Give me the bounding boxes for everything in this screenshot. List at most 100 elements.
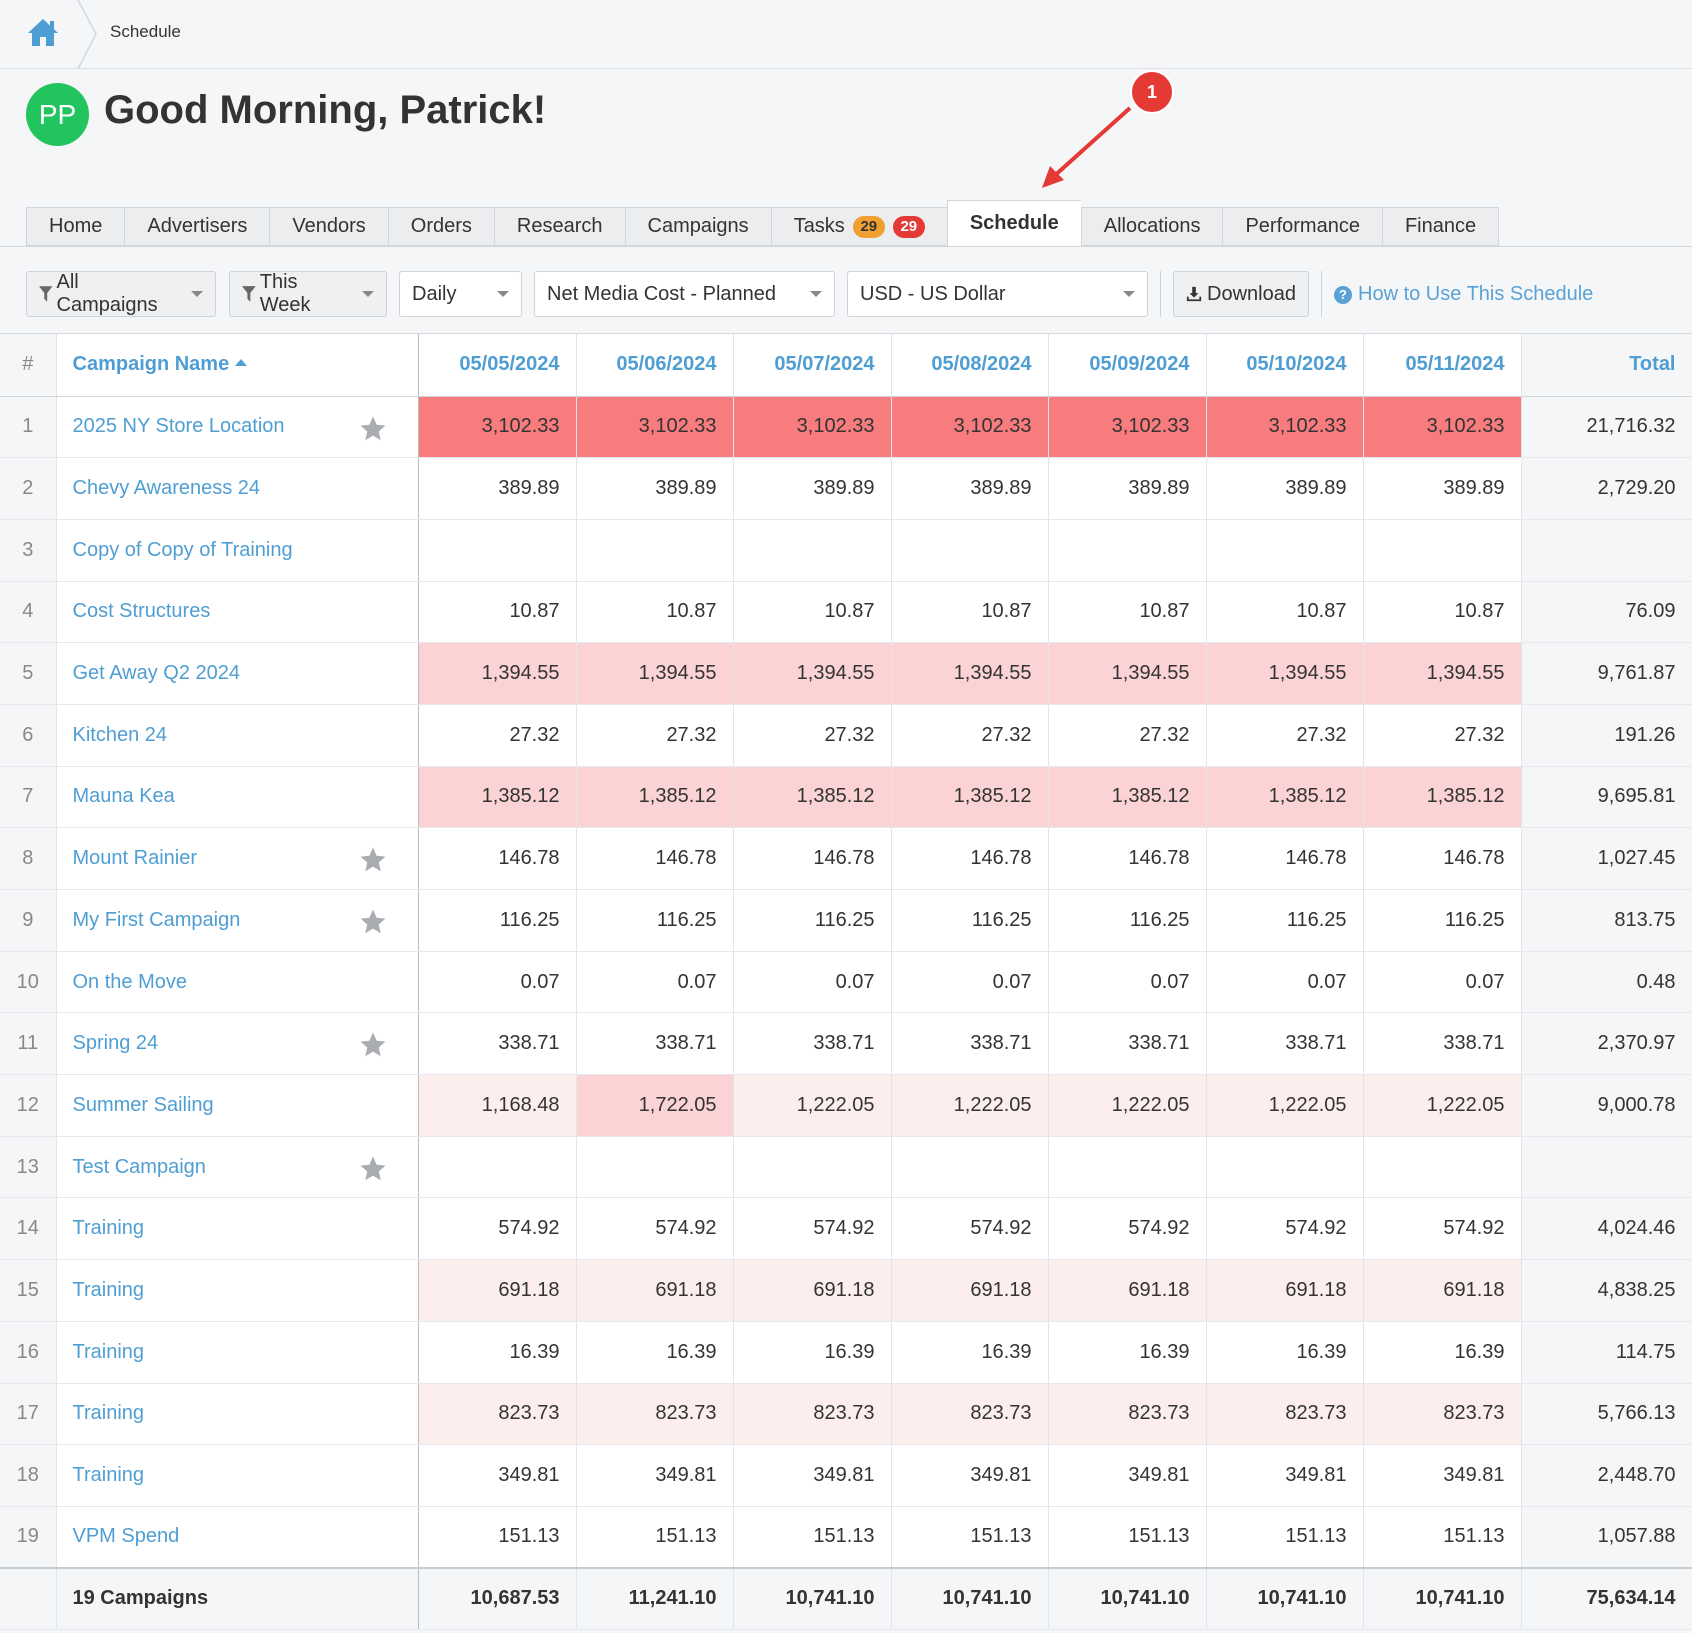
daily-value-cell[interactable]: 10.87: [1206, 581, 1364, 644]
daily-value-cell[interactable]: 1,222.05: [1363, 1074, 1522, 1137]
daily-value-cell[interactable]: 574.92: [1206, 1197, 1364, 1261]
column-header-date[interactable]: 05/07/2024: [733, 334, 892, 397]
metric-select[interactable]: Net Media Cost - Planned: [534, 271, 835, 317]
daily-value-cell[interactable]: 1,222.05: [733, 1074, 892, 1137]
daily-value-cell[interactable]: 3,102.33: [733, 396, 892, 459]
daily-value-cell[interactable]: 151.13: [733, 1506, 892, 1569]
daily-value-cell[interactable]: 574.92: [891, 1197, 1049, 1261]
daily-value-cell[interactable]: 691.18: [576, 1259, 734, 1322]
daily-value-cell[interactable]: 691.18: [418, 1259, 577, 1322]
tab-performance[interactable]: Performance: [1222, 207, 1382, 246]
tab-orders[interactable]: Orders: [387, 207, 494, 246]
daily-value-cell[interactable]: 1,394.55: [1206, 642, 1364, 705]
tab-allocations[interactable]: Allocations: [1080, 207, 1223, 246]
daily-value-cell[interactable]: [576, 1136, 734, 1199]
daily-value-cell[interactable]: 389.89: [418, 457, 577, 520]
daily-value-cell[interactable]: 691.18: [1206, 1259, 1364, 1322]
daily-value-cell[interactable]: 1,394.55: [418, 642, 577, 705]
daily-value-cell[interactable]: 0.07: [891, 951, 1049, 1014]
daily-value-cell[interactable]: [1363, 1136, 1522, 1199]
daily-value-cell[interactable]: 691.18: [1048, 1259, 1207, 1322]
campaign-link[interactable]: Mount Rainier: [72, 847, 198, 870]
daily-value-cell[interactable]: 27.32: [1048, 704, 1207, 767]
currency-select[interactable]: USD - US Dollar: [847, 271, 1148, 317]
daily-value-cell[interactable]: 16.39: [1363, 1321, 1522, 1384]
daily-value-cell[interactable]: 146.78: [1048, 827, 1207, 890]
daily-value-cell[interactable]: 349.81: [418, 1444, 577, 1507]
daily-value-cell[interactable]: 0.07: [1206, 951, 1364, 1014]
daily-value-cell[interactable]: 338.71: [1048, 1012, 1207, 1076]
daily-value-cell[interactable]: 16.39: [1206, 1321, 1364, 1384]
daily-value-cell[interactable]: 823.73: [733, 1383, 892, 1446]
daily-value-cell[interactable]: 3,102.33: [1206, 396, 1364, 459]
daily-value-cell[interactable]: 574.92: [418, 1197, 577, 1261]
daily-value-cell[interactable]: 574.92: [576, 1197, 734, 1261]
daily-value-cell[interactable]: 338.71: [576, 1012, 734, 1076]
daily-value-cell[interactable]: 151.13: [1363, 1506, 1522, 1569]
daily-value-cell[interactable]: 3,102.33: [418, 396, 577, 459]
daily-value-cell[interactable]: 1,385.12: [891, 766, 1049, 829]
campaign-link[interactable]: 2025 NY Store Location: [72, 415, 285, 438]
daily-value-cell[interactable]: 116.25: [1206, 889, 1364, 952]
tab-research[interactable]: Research: [493, 207, 625, 246]
daily-value-cell[interactable]: 349.81: [1363, 1444, 1522, 1507]
daily-value-cell[interactable]: 338.71: [1206, 1012, 1364, 1076]
daily-value-cell[interactable]: 349.81: [733, 1444, 892, 1507]
daily-value-cell[interactable]: [733, 1136, 892, 1199]
daily-value-cell[interactable]: [1048, 519, 1207, 582]
daily-value-cell[interactable]: [891, 1136, 1049, 1199]
tab-finance[interactable]: Finance: [1381, 207, 1500, 246]
daily-value-cell[interactable]: 151.13: [891, 1506, 1049, 1569]
tab-campaigns[interactable]: Campaigns: [624, 207, 771, 246]
daily-value-cell[interactable]: 1,385.12: [1206, 766, 1364, 829]
daily-value-cell[interactable]: 116.25: [576, 889, 734, 952]
campaign-link[interactable]: Cost Structures: [72, 600, 211, 623]
daily-value-cell[interactable]: 389.89: [891, 457, 1049, 520]
daily-value-cell[interactable]: 10.87: [891, 581, 1049, 644]
daily-value-cell[interactable]: 691.18: [1363, 1259, 1522, 1322]
help-link[interactable]: ? How to Use This Schedule: [1334, 283, 1593, 306]
campaign-link[interactable]: On the Move: [72, 970, 188, 993]
daily-value-cell[interactable]: 27.32: [1363, 704, 1522, 767]
daily-value-cell[interactable]: [576, 519, 734, 582]
daily-value-cell[interactable]: 0.07: [1363, 951, 1522, 1014]
daily-value-cell[interactable]: 151.13: [1048, 1506, 1207, 1569]
daily-value-cell[interactable]: 1,385.12: [418, 766, 577, 829]
column-header-date[interactable]: 05/05/2024: [418, 334, 577, 397]
campaign-link[interactable]: Get Away Q2 2024: [72, 662, 241, 685]
daily-value-cell[interactable]: 146.78: [891, 827, 1049, 890]
campaign-link[interactable]: My First Campaign: [72, 908, 241, 931]
daily-value-cell[interactable]: 0.07: [1048, 951, 1207, 1014]
column-header-date[interactable]: 05/08/2024: [891, 334, 1049, 397]
daily-value-cell[interactable]: 1,394.55: [733, 642, 892, 705]
download-button[interactable]: Download: [1173, 271, 1309, 317]
column-header-total[interactable]: Total: [1521, 334, 1692, 397]
daily-value-cell[interactable]: 151.13: [576, 1506, 734, 1569]
daily-value-cell[interactable]: 27.32: [576, 704, 734, 767]
daily-value-cell[interactable]: 823.73: [1048, 1383, 1207, 1446]
star-icon[interactable]: [358, 1154, 388, 1182]
campaign-link[interactable]: Kitchen 24: [72, 723, 168, 746]
campaign-link[interactable]: Spring 24: [72, 1032, 159, 1055]
campaign-link[interactable]: Chevy Awareness 24: [72, 477, 261, 500]
daily-value-cell[interactable]: 823.73: [1363, 1383, 1522, 1446]
campaign-link[interactable]: Summer Sailing: [72, 1093, 214, 1116]
daily-value-cell[interactable]: 1,385.12: [576, 766, 734, 829]
daily-value-cell[interactable]: [891, 519, 1049, 582]
daily-value-cell[interactable]: [1206, 519, 1364, 582]
daily-value-cell[interactable]: 146.78: [733, 827, 892, 890]
daily-value-cell[interactable]: 0.07: [576, 951, 734, 1014]
daily-value-cell[interactable]: 823.73: [891, 1383, 1049, 1446]
campaign-link[interactable]: Mauna Kea: [72, 785, 175, 808]
tab-advertisers[interactable]: Advertisers: [124, 207, 270, 246]
daily-value-cell[interactable]: 389.89: [733, 457, 892, 520]
column-header-date[interactable]: 05/09/2024: [1048, 334, 1207, 397]
daily-value-cell[interactable]: 338.71: [733, 1012, 892, 1076]
daily-value-cell[interactable]: 1,222.05: [891, 1074, 1049, 1137]
daily-value-cell[interactable]: 823.73: [576, 1383, 734, 1446]
daily-value-cell[interactable]: 823.73: [1206, 1383, 1364, 1446]
column-header-date[interactable]: 05/10/2024: [1206, 334, 1364, 397]
tab-schedule[interactable]: Schedule: [946, 200, 1081, 246]
daily-value-cell[interactable]: 1,222.05: [1206, 1074, 1364, 1137]
star-icon[interactable]: [358, 414, 388, 442]
